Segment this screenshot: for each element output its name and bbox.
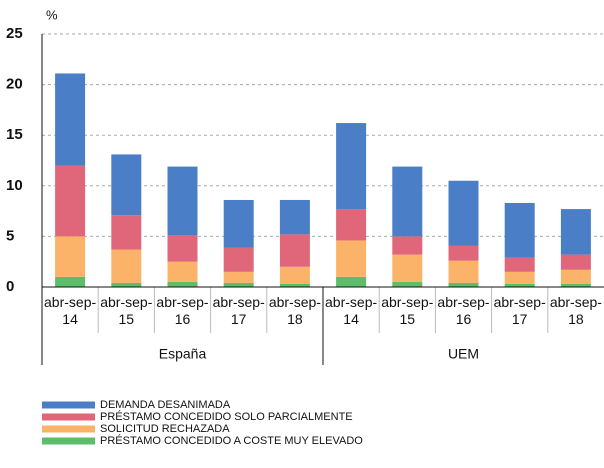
bar-segment (279, 283, 310, 287)
bar-segment (560, 283, 591, 287)
bar-segment (336, 209, 367, 241)
group-label: España (159, 346, 207, 362)
bar-segment (111, 154, 142, 216)
y-tick-label: 5 (6, 227, 14, 244)
bar-segment (504, 203, 535, 258)
bar-segment (55, 276, 86, 287)
y-tick-label: 20 (6, 76, 23, 93)
bar-segment (392, 236, 423, 255)
bar-segment (448, 260, 479, 283)
bar-segment (560, 269, 591, 284)
bar-segment (279, 199, 310, 235)
legend-swatch (42, 437, 95, 445)
bar-segment (111, 215, 142, 250)
y-tick-label: 15 (6, 126, 23, 143)
bar-segment (111, 249, 142, 283)
bar-segment (223, 282, 254, 287)
bar-segment (223, 199, 254, 248)
x-tick-label: abr-sep-15 (381, 294, 434, 327)
bar-segment (560, 254, 591, 270)
bar-segment (336, 240, 367, 277)
x-tick-label: abr-sep-17 (212, 294, 265, 327)
bar-segment (392, 254, 423, 282)
bar-segment (223, 271, 254, 283)
bar-segment (336, 276, 367, 287)
bar-segment (504, 283, 535, 287)
x-tick-label: abr-sep-16 (437, 294, 490, 327)
unit-label: % (46, 7, 58, 22)
bar-segment (336, 123, 367, 210)
bar-segment (111, 282, 142, 287)
x-tick-label: abr-sep-14 (44, 294, 97, 327)
bar-segment (448, 245, 479, 261)
bar-segment (55, 73, 86, 166)
y-tick-label: 25 (6, 25, 23, 42)
bar-segment (279, 266, 310, 284)
bar-segment (448, 180, 479, 246)
group-label: UEM (448, 346, 479, 362)
y-tick-label: 0 (6, 278, 14, 295)
legend-label: DEMANDA DESANIMADA (100, 399, 231, 411)
legend-swatch (42, 401, 95, 409)
bar-segment (504, 257, 535, 272)
bar-segment (167, 281, 198, 287)
bar-segment (392, 166, 423, 237)
bar-segment (167, 166, 198, 236)
legend-label: SOLICITUD RECHAZADA (100, 423, 230, 435)
bar-segment (448, 282, 479, 287)
bar-segment (55, 165, 86, 237)
bar-segment (167, 261, 198, 282)
x-tick-label: abr-sep-14 (325, 294, 378, 327)
legend-label: PRÉSTAMO CONCEDIDO SOLO PARCIALMENTE (100, 410, 353, 423)
bar-segment (167, 235, 198, 262)
bar-segment (279, 234, 310, 267)
x-tick-label: abr-sep-15 (100, 294, 153, 327)
legend-swatch (42, 413, 95, 421)
bar-segment (392, 281, 423, 287)
bar-segment (55, 236, 86, 277)
legend-swatch (42, 425, 95, 433)
y-tick-label: 10 (6, 177, 23, 194)
bar-segment (560, 209, 591, 255)
x-tick-label: abr-sep-18 (268, 294, 321, 327)
bar-segment (223, 247, 254, 272)
legend-label: PRÉSTAMO CONCEDIDO A COSTE MUY ELEVADO (100, 434, 363, 447)
x-tick-label: abr-sep-18 (549, 294, 602, 327)
x-tick-label: abr-sep-16 (156, 294, 209, 327)
bar-segment (504, 271, 535, 284)
x-tick-label: abr-sep-17 (493, 294, 546, 327)
